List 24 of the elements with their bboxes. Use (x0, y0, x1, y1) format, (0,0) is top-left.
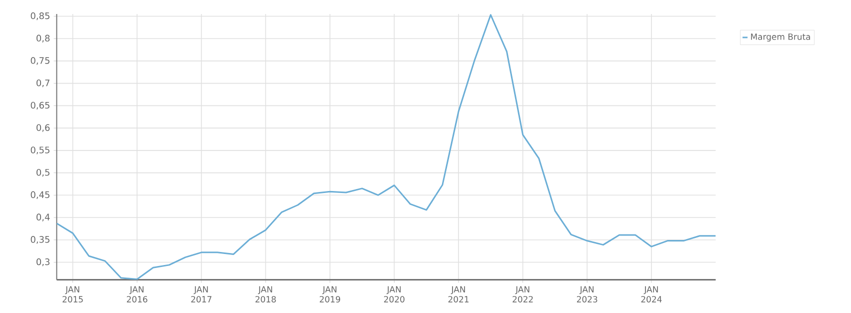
x-tick-label: JAN 2020 (384, 286, 404, 302)
x-tick-label: JAN 2024 (641, 286, 662, 302)
y-tick-label: 0,75 (30, 57, 50, 65)
y-tick-label: 0,7 (36, 79, 50, 88)
x-tick-label: JAN 2019 (320, 286, 340, 302)
y-tick-label: 0,85 (30, 12, 50, 20)
y-tick-label: 0,3 (36, 258, 50, 266)
y-tick-label: 0,45 (30, 191, 50, 200)
y-tick-label: 0,6 (36, 124, 50, 132)
x-tick-label: JAN 2018 (256, 286, 276, 302)
y-tick-label: 0,35 (30, 236, 50, 244)
y-tick-label: 0,4 (36, 214, 50, 222)
x-tick-label: JAN 2021 (448, 286, 469, 302)
y-tick-label: 0,5 (36, 168, 50, 177)
x-tick-label: JAN 2016 (126, 286, 148, 302)
x-tick-label: JAN 2022 (512, 286, 533, 302)
y-tick-label: 0,8 (36, 34, 50, 42)
x-tick-label: JAN 2017 (191, 286, 212, 302)
x-tick-label: JAN 2023 (576, 286, 598, 302)
y-tick-label: 0,65 (30, 102, 50, 110)
x-tick-label: JAN 2015 (62, 286, 83, 302)
line-series (56, 14, 716, 280)
legend-label: Margem Bruta (751, 34, 810, 42)
y-tick-label: 0,55 (30, 146, 50, 154)
